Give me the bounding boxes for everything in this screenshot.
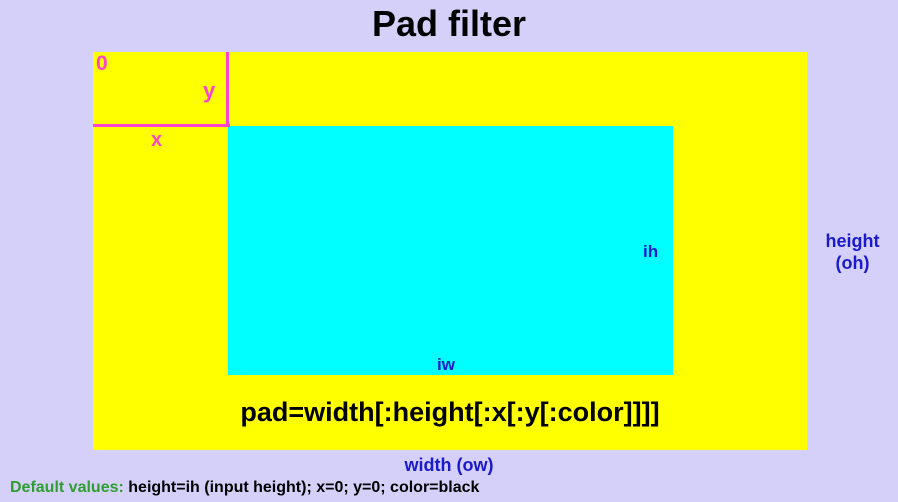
page-title: Pad filter [371, 3, 527, 44]
input-height-label: ih [643, 242, 659, 261]
output-width-label: width (ow) [404, 455, 494, 475]
default-values-text: height=ih (input height); x=0; y=0; colo… [128, 479, 480, 496]
output-height-label-line2: (oh) [835, 253, 870, 273]
origin-label: 0 [96, 52, 108, 75]
default-values-footer: Default values: height=ih (input height)… [10, 479, 479, 497]
x-offset-label: x [151, 129, 163, 151]
input-image-area [228, 126, 673, 375]
pad-syntax-label: pad=width[:height[:x[:y[:color]]]] [240, 397, 660, 427]
x-offset-guide-line [93, 124, 230, 127]
y-offset-guide-line [226, 52, 229, 127]
input-width-label: iw [437, 355, 455, 374]
output-height-label: height (oh) [805, 230, 898, 274]
y-offset-label: y [203, 78, 216, 103]
output-height-label-line1: height [825, 231, 880, 251]
default-values-label: Default values: [10, 479, 124, 496]
